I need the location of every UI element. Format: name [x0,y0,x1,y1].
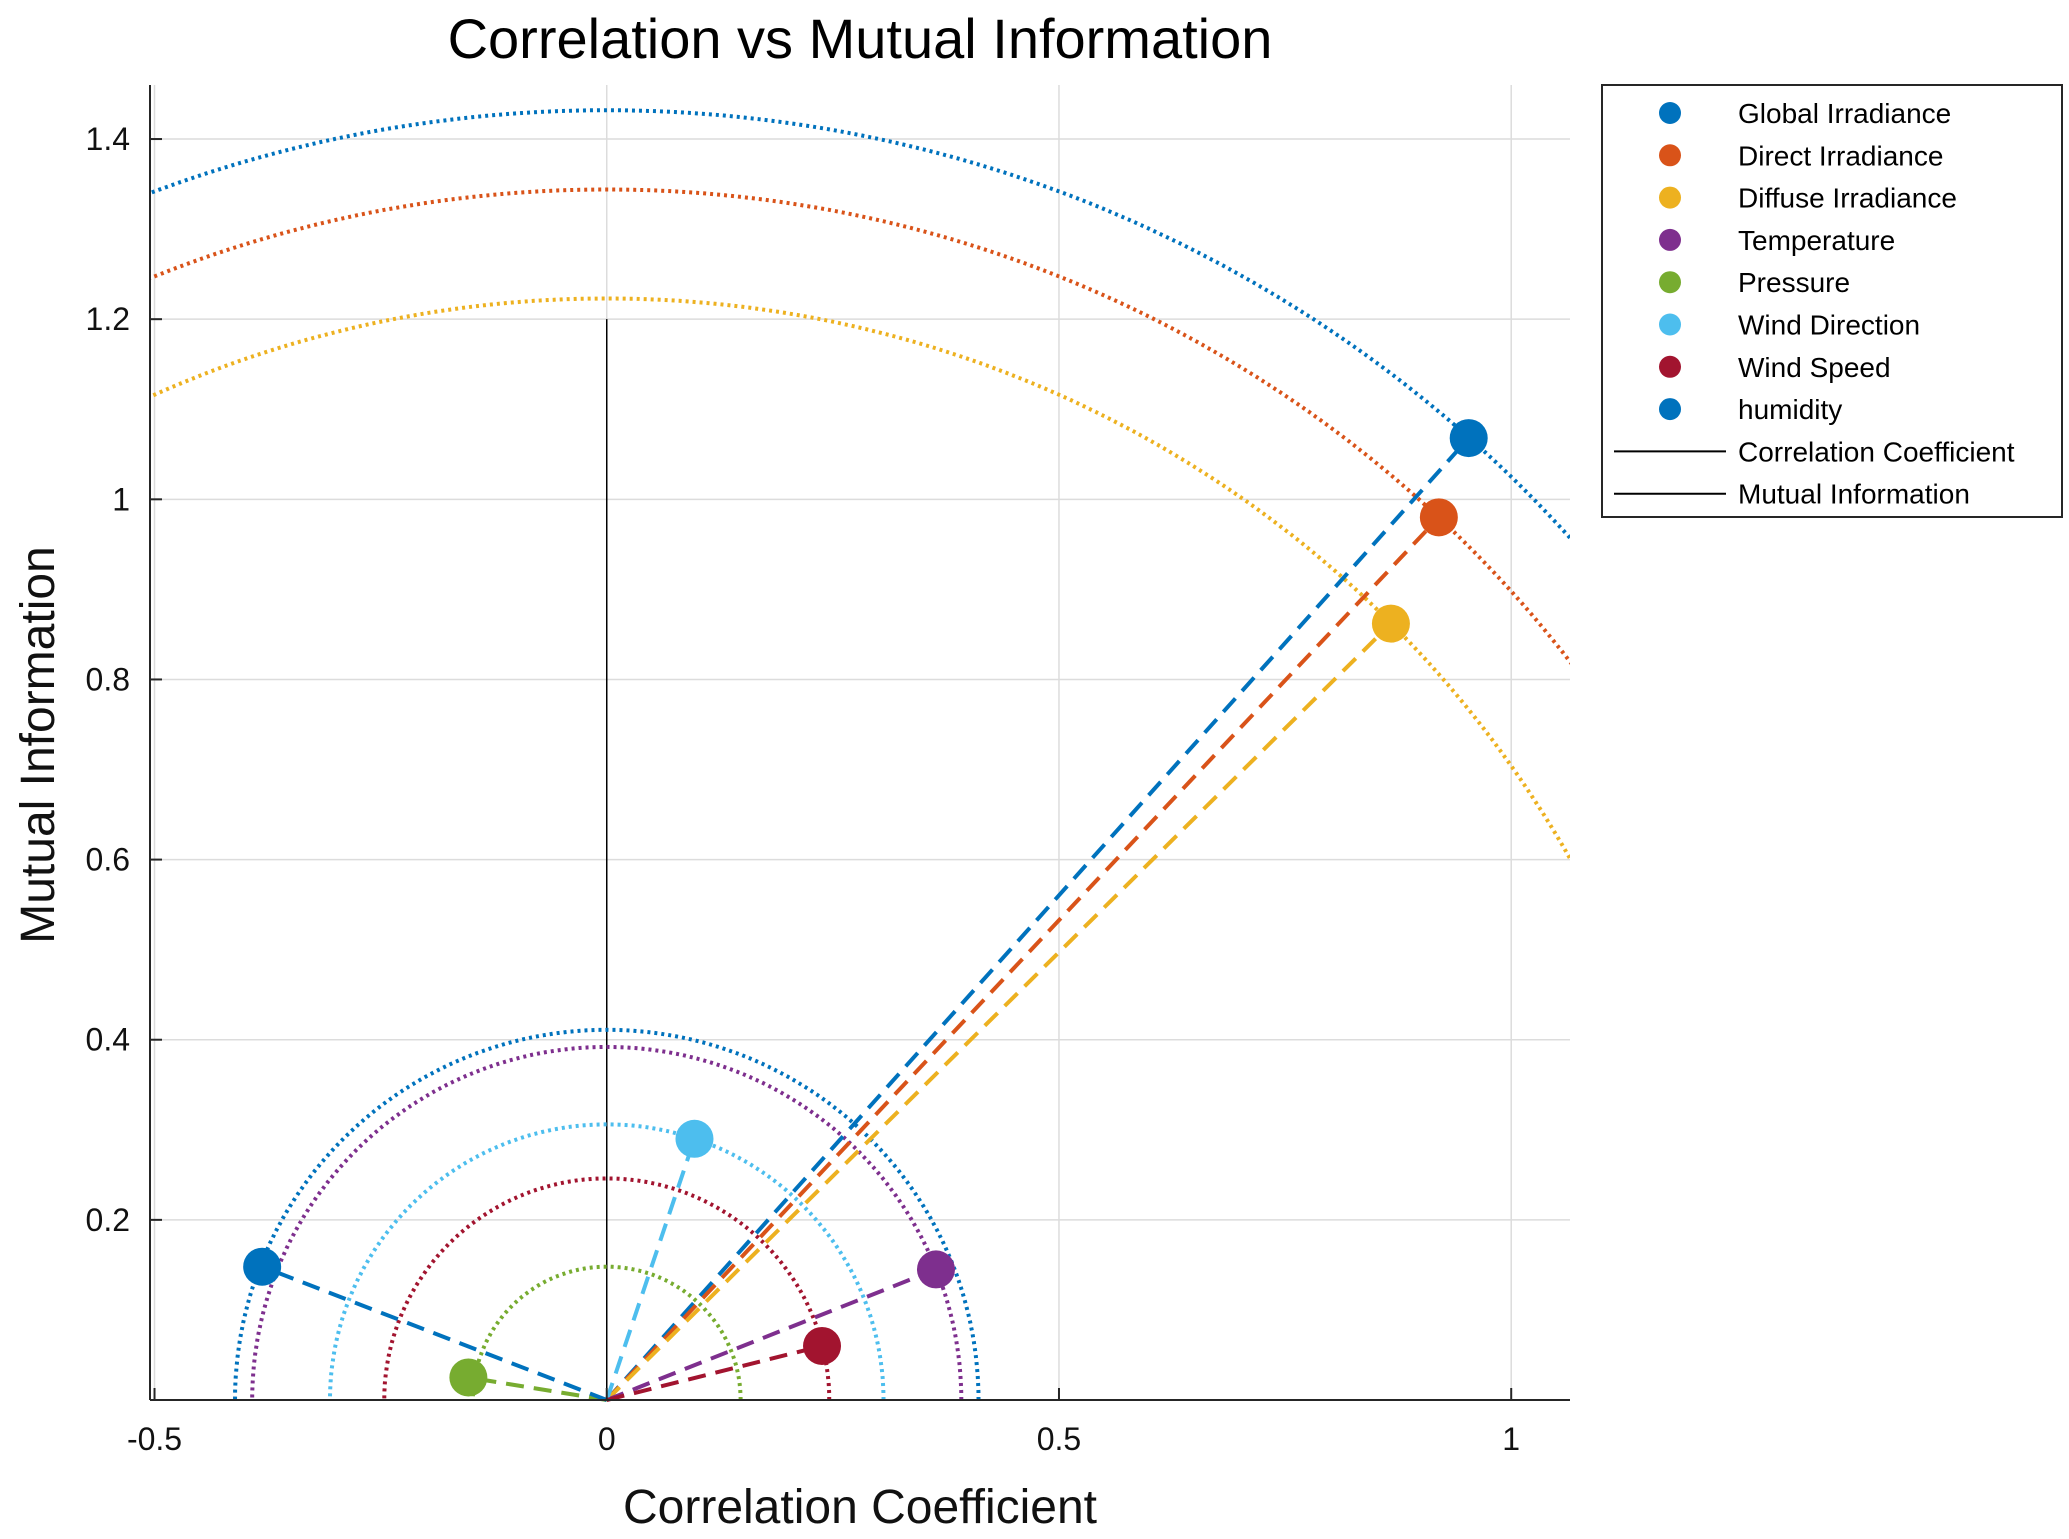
tick-labels: -0.5 0 0.5 1 0.2 0.4 0.6 0.8 1 1.2 1.4 [86,121,1521,1457]
legend-marker-temperature [1659,228,1681,251]
legend-label-mutual-information: Mutual Information [1738,479,1970,510]
point-wind-direction [675,1119,714,1158]
dashed-line-diffuse-irradiance [605,622,1393,1402]
legend-marker-diffuse-irradiance [1659,186,1681,209]
grid-lines [150,85,1570,1400]
dashed-line-direct-irradiance [605,515,1441,1402]
dashed-line-global-irradiance [605,436,1471,1402]
legend-label-temperature: Temperature [1738,225,1895,256]
y-tick-label-0: 0.2 [86,1202,130,1238]
point-pressure [449,1358,488,1397]
legend-marker-humidity [1659,398,1681,421]
legend-label-correlation-coefficient: Correlation Coefficient [1738,436,2015,467]
y-tick-label-1: 0.4 [86,1022,130,1058]
arc-temperature [250,1044,964,1400]
legend: Global Irradiance Direct Irradiance Diffus… [1601,84,2063,518]
legend-marker-pressure [1659,271,1681,294]
arc-humidity [233,1027,981,1400]
legend-marker-direct-irradiance [1659,144,1681,167]
legend-label-global-irradiance: Global Irradiance [1738,98,1951,129]
y-tick-label-4: 1 [112,481,130,517]
point-humidity [243,1247,282,1286]
legend-label-direct-irradiance: Direct Irradiance [1738,140,1943,171]
chart-title: Correlation vs Mutual Information [448,7,1273,70]
dashed-line-wind-speed [606,1344,823,1402]
legend-label-diffuse-irradiance: Diffuse Irradiance [1738,183,1957,214]
point-global-irradiance [1449,419,1488,458]
data-points [243,419,1488,1397]
y-tick-label-6: 1.4 [86,121,130,157]
x-tick-label-2: 0.5 [1037,1421,1081,1457]
point-wind-speed [803,1326,842,1365]
legend-label-pressure: Pressure [1738,267,1850,298]
arcs [150,108,1570,1400]
point-direct-irradiance [1419,498,1458,537]
arc-wind-direction [328,1122,886,1400]
legend-label-wind-direction: Wind Direction [1738,310,1920,341]
legend-label-humidity: humidity [1738,394,1842,425]
legend-marker-wind-speed [1659,355,1681,378]
dashed-lines [261,436,1471,1402]
x-tick-label-3: 1 [1502,1421,1520,1457]
dashed-line-wind-direction [604,1138,697,1401]
arc-diffuse-irradiance [150,296,1570,863]
axes [149,85,1570,1401]
y-tick-label-2: 0.6 [86,842,130,878]
legend-marker-wind-direction [1659,313,1681,336]
dashed-line-humidity [261,1264,608,1402]
point-temperature [916,1250,955,1289]
x-tick-label-0: -0.5 [127,1421,182,1457]
dashed-line-temperature [606,1267,937,1402]
y-tick-label-3: 0.8 [86,661,130,697]
arc-global-irradiance [150,108,1570,541]
x-tick-label-1: 0 [598,1421,616,1457]
point-diffuse-irradiance [1371,604,1410,643]
y-axis-label: Mutual Information [12,546,65,944]
dashed-line-pressure [468,1375,608,1402]
legend-marker-global-irradiance [1659,102,1681,124]
y-tick-label-5: 1.2 [86,301,130,337]
x-axis-label: Correlation Coefficient [623,1481,1097,1534]
arc-direct-irradiance [150,187,1570,665]
arc-wind-speed [382,1176,832,1400]
legend-label-wind-speed: Wind Speed [1738,352,1891,383]
